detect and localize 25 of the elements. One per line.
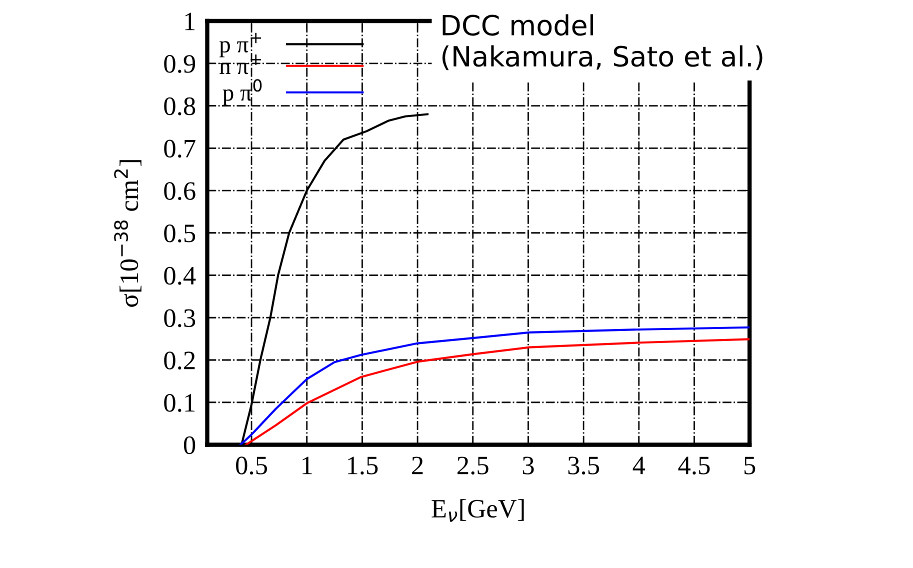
y-tick-label: 0.3 [164, 309, 196, 328]
legend-label: p π$^{0}$ [222, 79, 262, 106]
y-tick-label: 1 [185, 12, 195, 30]
annotation: DCC model (Nakamura, Sato et al.) [442, 14, 762, 70]
y-tick-label: 0.6 [164, 182, 196, 200]
x-tick-label: 1 [302, 456, 312, 474]
x-tick-label: 3 [522, 456, 534, 474]
x-tick-label: 0.5 [236, 456, 267, 475]
x-tick-label: 3.5 [568, 456, 600, 475]
x-tick-label: 4 [632, 456, 646, 474]
y-tick-label: 0 [184, 436, 196, 454]
y-tick-label: 0.4 [164, 266, 196, 285]
x-tick-label: 4.5 [678, 456, 710, 475]
y-tick-label: 0.2 [164, 352, 195, 370]
y-axis-title: σ[10$^{−38}$ cm$^{2}$] [114, 160, 142, 307]
x-tick-label: 2 [412, 456, 423, 474]
y-tick-label: 0.9 [164, 54, 196, 73]
x-tick-label: 5 [744, 456, 756, 474]
y-tick-label: 0.8 [164, 97, 196, 116]
x-tick-label: 1.5 [348, 456, 378, 475]
y-tick-label: 0.1 [164, 394, 195, 412]
y-tick-label: 0.7 [164, 140, 196, 158]
y-tick-label: 0.5 [164, 224, 196, 242]
x-axis-title: E$_{ν}$[GeV] [432, 499, 524, 522]
x-tick-label: 2.5 [458, 456, 488, 475]
